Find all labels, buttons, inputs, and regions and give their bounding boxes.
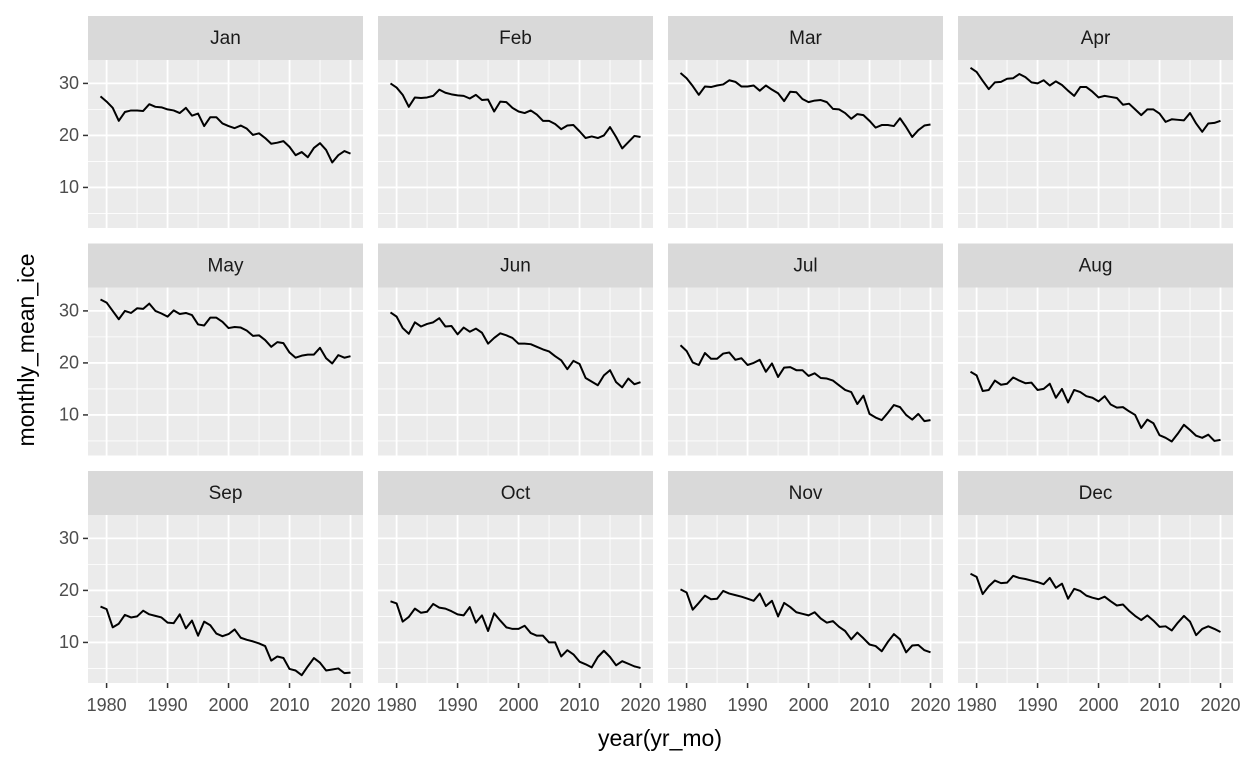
x-tick-label: 2000 (499, 695, 539, 715)
strip-label: Jun (500, 256, 531, 277)
panel (668, 60, 943, 228)
x-axis-title: year(yr_mo) (598, 725, 722, 751)
x-tick-label: 1990 (148, 695, 188, 715)
line (970, 572, 1221, 637)
x-tick-label: 2000 (789, 695, 829, 715)
strip (378, 16, 653, 60)
strip (88, 243, 363, 288)
strip (958, 471, 1233, 515)
line (389, 82, 641, 150)
y-tick-label: 10 (59, 177, 79, 197)
line (100, 605, 351, 677)
strip-label: May (208, 256, 244, 277)
x-tick-label: 1980 (377, 695, 417, 715)
line (679, 72, 931, 138)
strip-label: Jan (210, 28, 241, 49)
strip (88, 16, 363, 60)
y-axis-title: monthly_mean_ice (13, 253, 39, 446)
panel (88, 515, 363, 683)
strip-label: Apr (1081, 28, 1111, 49)
x-tick-label: 2000 (209, 695, 249, 715)
x-tick-label: 2020 (1200, 695, 1240, 715)
x-tick-label: 1990 (1018, 695, 1058, 715)
x-tick-label: 1980 (87, 695, 127, 715)
line (390, 600, 641, 669)
strip (378, 243, 653, 288)
strip (378, 471, 653, 515)
line (969, 66, 1221, 133)
strip (88, 471, 363, 515)
panel (378, 60, 653, 228)
y-tick-label: 20 (59, 125, 79, 145)
x-tick-label: 1990 (438, 695, 478, 715)
x-tick-label: 2020 (620, 695, 660, 715)
strip (958, 16, 1233, 60)
x-tick-label: 1980 (667, 695, 707, 715)
strip (668, 243, 943, 288)
x-tick-label: 2010 (560, 695, 600, 715)
x-tick-label: 2010 (1140, 695, 1180, 715)
strip-label: Feb (499, 28, 532, 49)
line (969, 370, 1221, 443)
strip-label: Jul (793, 256, 817, 277)
line (100, 298, 351, 365)
strip-label: Oct (501, 483, 531, 504)
y-tick-label: 20 (59, 580, 79, 600)
line (679, 344, 931, 423)
y-tick-label: 30 (59, 73, 79, 93)
panel (88, 287, 363, 456)
y-tick-label: 30 (59, 528, 79, 548)
line (680, 588, 931, 654)
x-tick-label: 2020 (910, 695, 950, 715)
x-tick-label: 1990 (728, 695, 768, 715)
strip-label: Nov (789, 483, 823, 504)
strip (958, 243, 1233, 288)
strip-label: Mar (789, 28, 822, 49)
x-tick-label: 2010 (850, 695, 890, 715)
panel (668, 287, 943, 456)
x-tick-label: 2010 (270, 695, 310, 715)
x-tick-label: 1980 (957, 695, 997, 715)
y-tick-label: 10 (59, 405, 79, 425)
y-tick-label: 20 (59, 353, 79, 373)
strip-label: Aug (1079, 256, 1113, 277)
strip (668, 16, 943, 60)
panel (958, 60, 1233, 228)
y-tick-label: 30 (59, 301, 79, 321)
strip (668, 471, 943, 515)
y-tick-label: 10 (59, 632, 79, 652)
x-tick-label: 2000 (1079, 695, 1119, 715)
line (389, 311, 641, 389)
panel (88, 60, 363, 228)
strip-label: Sep (209, 483, 243, 504)
line (99, 95, 351, 164)
x-tick-label: 2020 (330, 695, 370, 715)
strip-label: Dec (1079, 483, 1113, 504)
